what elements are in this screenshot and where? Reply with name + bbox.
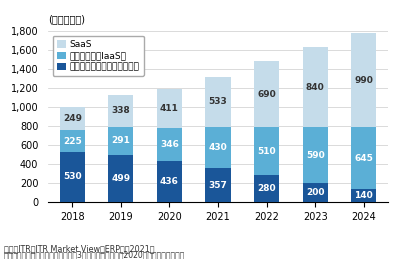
Bar (157, 128, 182, 161)
Text: 590: 590 (306, 150, 324, 160)
Bar (254, 175, 279, 202)
Text: 225: 225 (63, 136, 82, 146)
Text: 249: 249 (63, 114, 82, 123)
Text: 499: 499 (111, 174, 130, 183)
Bar (302, 127, 328, 183)
Text: 140: 140 (354, 191, 373, 200)
Bar (205, 77, 231, 127)
Bar (157, 89, 182, 128)
Bar (60, 152, 85, 202)
Text: ＊ベンダーの売上金額を対象とし，3月期ベースで换算．2020年度以降は予測値．: ＊ベンダーの売上金額を対象とし，3月期ベースで换算．2020年度以降は予測値． (4, 250, 185, 259)
Legend: SaaS, パッケージ（IaaS）, パッケージ（オンプレミス）: SaaS, パッケージ（IaaS）, パッケージ（オンプレミス） (52, 35, 144, 76)
Bar (254, 61, 279, 127)
Bar (302, 183, 328, 202)
Text: 出典：ITR『ITR Market View：ERP市場2021』: 出典：ITR『ITR Market View：ERP市場2021』 (4, 245, 154, 254)
Text: 291: 291 (112, 136, 130, 145)
Bar (108, 127, 134, 155)
Text: 411: 411 (160, 104, 179, 113)
Bar (351, 33, 376, 127)
Bar (254, 127, 279, 175)
Text: 338: 338 (112, 106, 130, 116)
Text: 990: 990 (354, 76, 373, 85)
Bar (205, 127, 231, 168)
Bar (108, 95, 134, 127)
Text: (単位：億円): (単位：億円) (48, 14, 85, 24)
Bar (351, 127, 376, 189)
Text: 357: 357 (208, 181, 228, 190)
Text: 200: 200 (306, 188, 324, 197)
Bar (60, 107, 85, 130)
Text: 510: 510 (257, 147, 276, 156)
Text: 436: 436 (160, 177, 179, 186)
Bar (60, 130, 85, 152)
Bar (108, 155, 134, 202)
Text: 346: 346 (160, 140, 179, 149)
Bar (302, 47, 328, 127)
Text: 533: 533 (209, 97, 227, 106)
Text: 840: 840 (306, 83, 324, 92)
Text: 690: 690 (257, 90, 276, 99)
Text: 280: 280 (257, 184, 276, 193)
Text: 530: 530 (63, 172, 82, 181)
Bar (351, 189, 376, 202)
Bar (157, 161, 182, 202)
Text: 430: 430 (209, 143, 227, 152)
Bar (205, 168, 231, 202)
Text: 645: 645 (354, 154, 373, 163)
